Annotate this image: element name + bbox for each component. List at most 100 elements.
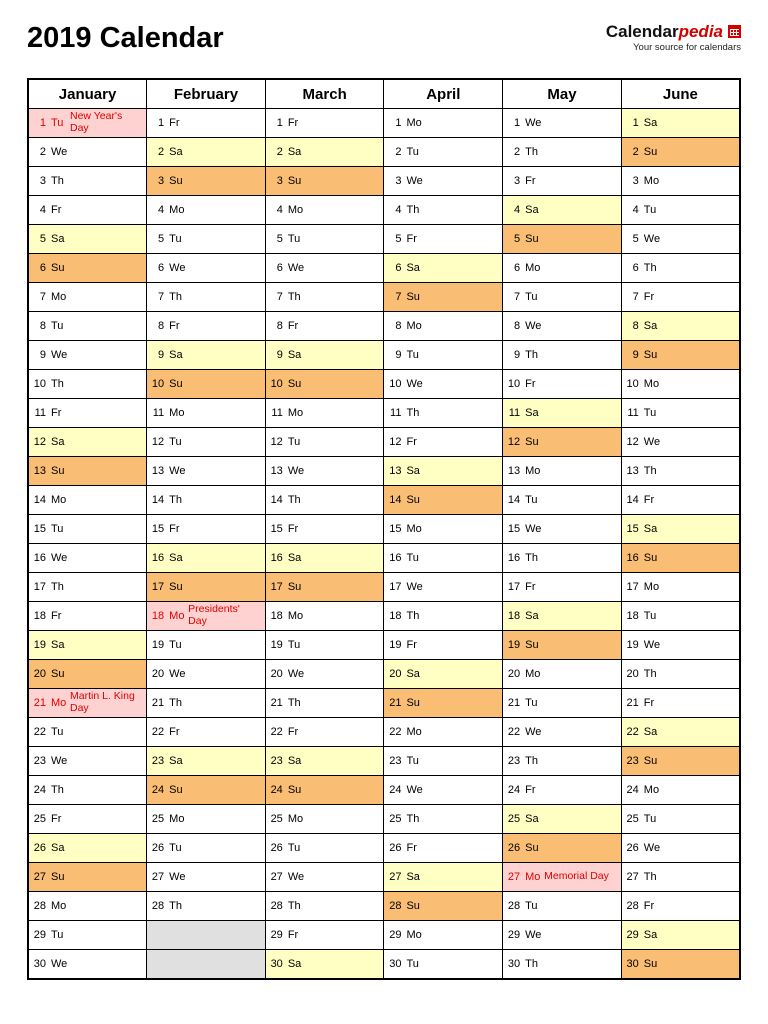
day-weekday: Th — [51, 784, 64, 796]
day-weekday: Th — [287, 900, 301, 912]
day-number: 27 — [389, 871, 402, 883]
day-weekday: Mo — [169, 407, 185, 419]
day-weekday: Fr — [169, 726, 180, 738]
day-number: 30 — [507, 958, 521, 970]
day-number: 22 — [389, 726, 402, 738]
day-number: 14 — [151, 494, 165, 506]
day-number: 4 — [276, 204, 283, 216]
day-cell-april-10: 10 We — [383, 369, 504, 399]
day-cell-march-2: 2 Sa — [264, 137, 385, 167]
day-number: 3 — [276, 175, 283, 187]
day-cell-may-17: 17 Fr — [502, 572, 622, 602]
day-weekday: Th — [525, 146, 538, 158]
day-number: 14 — [626, 494, 639, 506]
day-cell-may-24: 24 Fr — [502, 775, 622, 805]
day-cell-june-24: 24 Mo — [620, 775, 741, 805]
day-weekday: Mo — [169, 609, 185, 622]
day-cell-april-21: 21 Su — [383, 688, 504, 718]
day-number: 4 — [158, 204, 165, 216]
day-weekday: We — [525, 929, 542, 941]
day-cell-april-19: 19 Fr — [383, 630, 504, 660]
day-weekday: Tu — [525, 900, 538, 912]
day-cell-february-5: 5 Tu — [146, 224, 266, 254]
day-number: 29 — [389, 929, 402, 941]
day-cell-june-21: 21 Fr — [620, 688, 741, 718]
day-cell-march-28: 28 Th — [264, 891, 385, 921]
day-number: 23 — [389, 755, 402, 767]
day-cell-march-29: 29 Fr — [264, 920, 385, 950]
day-cell-january-19: 19 Sa — [27, 630, 148, 660]
day-weekday: Sa — [287, 349, 302, 361]
day-cell-may-20: 20 Mo — [502, 659, 622, 689]
day-weekday: Sa — [169, 552, 183, 564]
day-weekday: We — [643, 842, 661, 854]
day-number: 2 — [276, 146, 283, 158]
day-number: 19 — [33, 639, 46, 651]
day-number: 19 — [389, 639, 402, 651]
day-weekday: We — [643, 639, 661, 651]
day-weekday: Su — [643, 349, 658, 361]
day-number: 7 — [632, 291, 639, 303]
day-weekday: Th — [643, 262, 657, 274]
day-cell-may-9: 9 Th — [502, 340, 622, 370]
day-weekday: Fr — [169, 523, 180, 535]
day-weekday: Th — [525, 958, 538, 970]
day-weekday: Tu — [406, 958, 419, 970]
day-cell-june-16: 16 Su — [620, 543, 741, 573]
day-cell-may-21: 21 Tu — [502, 688, 622, 718]
day-cell-march-7: 7 Th — [264, 282, 385, 312]
day-weekday: Su — [51, 262, 65, 274]
day-cell-may-5: 5 Su — [502, 224, 622, 254]
day-number: 19 — [270, 639, 283, 651]
day-cell-february-2: 2 Sa — [146, 137, 266, 167]
day-weekday: Tu — [51, 523, 64, 535]
day-weekday: Sa — [287, 146, 302, 158]
day-number: 22 — [151, 726, 165, 738]
day-number: 2 — [632, 146, 639, 158]
day-weekday: We — [406, 784, 423, 796]
day-weekday: Tu — [525, 494, 538, 506]
day-cell-june-23: 23 Su — [620, 746, 741, 776]
day-cell-february-4: 4 Mo — [146, 195, 266, 225]
day-cell-april-11: 11 Th — [383, 398, 504, 428]
day-number: 16 — [33, 552, 46, 564]
day-cell-january-23: 23 We — [27, 746, 148, 776]
day-weekday: Mo — [51, 291, 67, 303]
day-number: 20 — [507, 668, 521, 680]
day-number: 8 — [395, 320, 402, 332]
day-cell-may-28: 28 Tu — [502, 891, 622, 921]
day-weekday: Su — [525, 436, 539, 448]
day-number: 21 — [389, 697, 402, 709]
day-weekday: Th — [169, 494, 182, 506]
day-number: 15 — [507, 523, 521, 535]
day-number: 29 — [507, 929, 521, 941]
day-weekday: Fr — [51, 813, 62, 825]
day-weekday: Fr — [406, 842, 417, 854]
day-number: 13 — [270, 465, 283, 477]
calendar-row: 17 Th 17 Su 17 Su 17 We 17 Fr 17 Mo — [27, 572, 741, 602]
day-cell-february-14: 14 Th — [146, 485, 266, 515]
day-cell-march-18: 18 Mo — [264, 601, 385, 631]
day-number: 28 — [151, 900, 165, 912]
day-cell-january-30: 30 We — [27, 949, 148, 980]
day-cell-march-4: 4 Mo — [264, 195, 385, 225]
day-cell-june-27: 27 Th — [620, 862, 741, 892]
day-number: 26 — [507, 842, 521, 854]
day-weekday: Su — [287, 581, 302, 593]
day-weekday: Tu — [643, 204, 657, 216]
day-number: 24 — [389, 784, 402, 796]
day-number: 26 — [626, 842, 639, 854]
day-number: 21 — [507, 697, 521, 709]
day-number: 17 — [151, 581, 165, 593]
day-cell-april-16: 16 Tu — [383, 543, 504, 573]
day-cell-march-16: 16 Sa — [264, 543, 385, 573]
calendar-row: 19 Sa 19 Tu 19 Tu 19 Fr 19 Su 19 We — [27, 630, 741, 660]
calendar-row: 12 Sa 12 Tu 12 Tu 12 Fr 12 Su 12 We — [27, 427, 741, 457]
day-cell-may-7: 7 Tu — [502, 282, 622, 312]
day-weekday: Tu — [169, 842, 182, 854]
day-number: 20 — [151, 668, 165, 680]
day-weekday: Tu — [51, 726, 64, 738]
day-weekday: We — [287, 871, 305, 883]
day-weekday: Fr — [406, 436, 417, 448]
calendar-row: 8 Tu 8 Fr 8 Fr 8 Mo 8 We 8 Sa — [27, 311, 741, 341]
